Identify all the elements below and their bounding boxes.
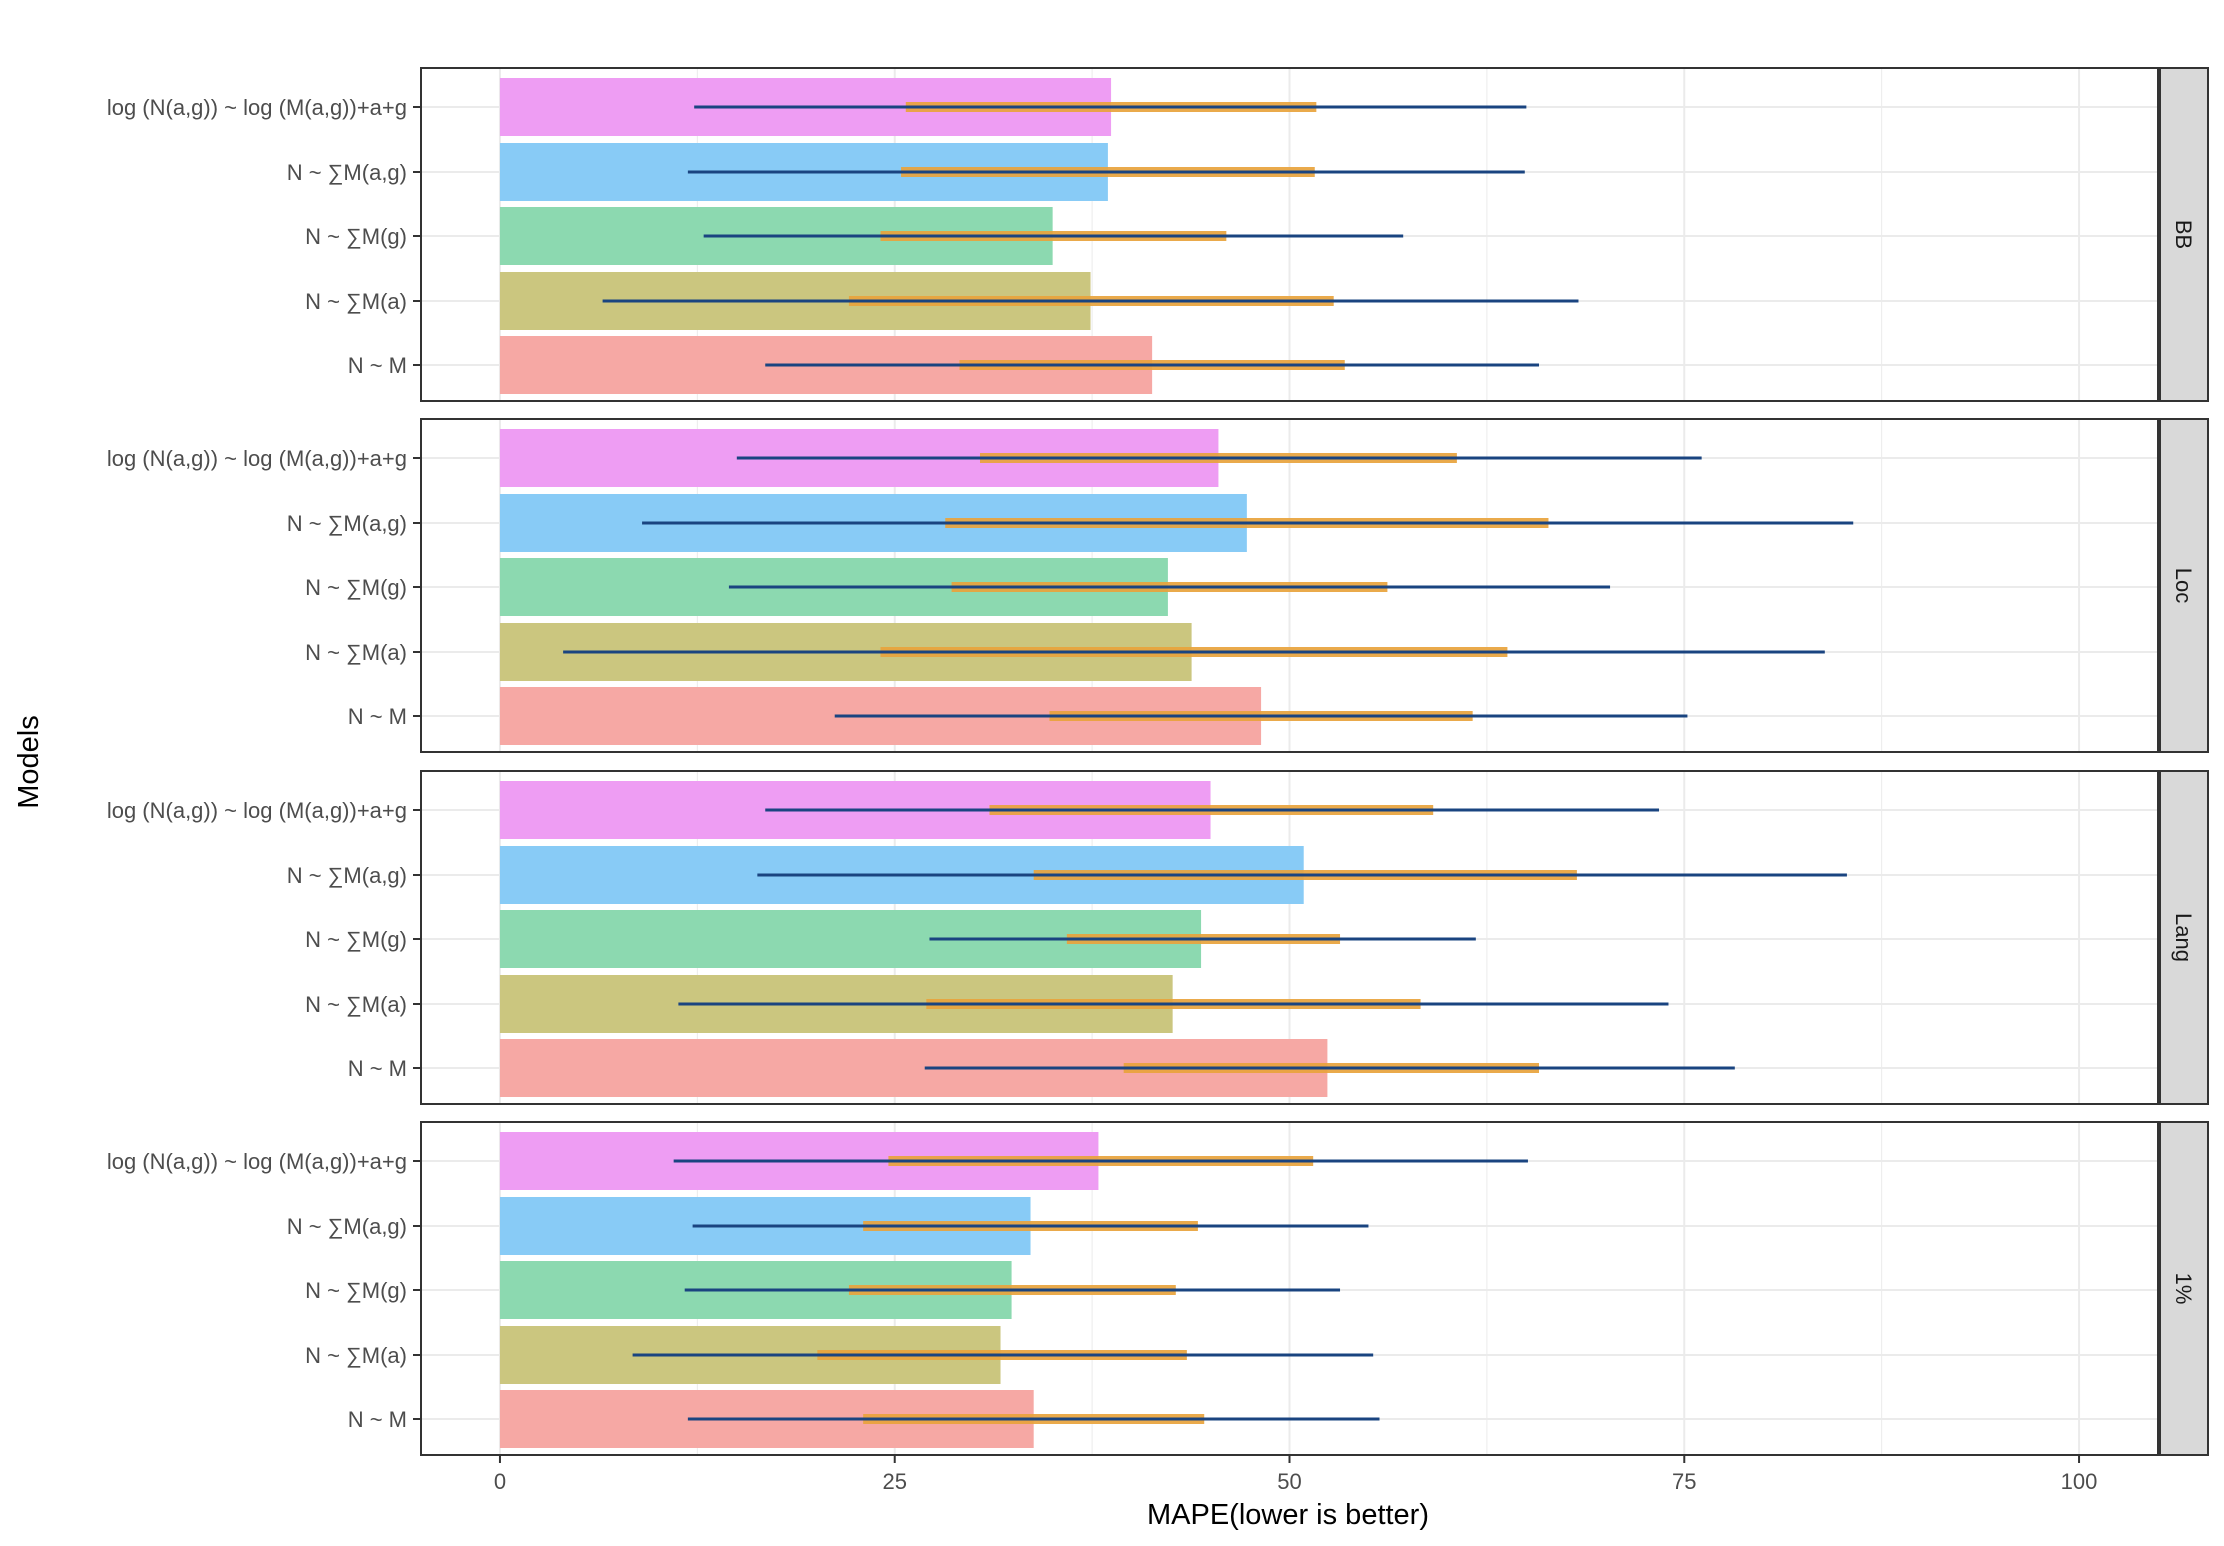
- thin-range-1-n-m-a: [632, 1353, 1374, 1357]
- thin-range-lang-n-m-a-g: [757, 873, 1847, 877]
- facet-strip-label: BB: [2171, 220, 2196, 249]
- y-tick-label: log (N(a,g)) ~ log (M(a,g))+a+g: [107, 798, 407, 823]
- thin-range-loc-n-m: [834, 714, 1688, 718]
- facet-strip: [2159, 418, 2209, 753]
- y-tick-label: N ~ ∑M(a,g): [287, 160, 407, 185]
- y-tick-label: N ~ ∑M(a): [305, 289, 407, 314]
- x-tick-label: 50: [1277, 1469, 1301, 1494]
- y-tick-label: N ~ ∑M(a,g): [287, 863, 407, 888]
- x-tick-label: 100: [2061, 1469, 2098, 1494]
- thin-range-bb-n-m-a: [602, 299, 1579, 303]
- y-tick-label: N ~ M: [348, 1056, 407, 1081]
- y-tick-label: N ~ ∑M(a,g): [287, 511, 407, 536]
- facet-strip: [2159, 1121, 2209, 1456]
- thin-range-lang-n-m-a: [678, 1002, 1669, 1006]
- panel-border: [420, 418, 2159, 753]
- thin-range-lang-log-n-a-g-log-m-a-g-a-g: [765, 808, 1660, 812]
- y-tick-label: N ~ ∑M(a,g): [287, 1214, 407, 1239]
- facet-strip-label: Lang: [2171, 913, 2196, 962]
- facet-strip: [2159, 770, 2209, 1105]
- thin-range-loc-n-m-a: [563, 650, 1825, 654]
- x-tick-label: 25: [882, 1469, 906, 1494]
- panel-border: [420, 67, 2159, 402]
- y-tick-label: log (N(a,g)) ~ log (M(a,g))+a+g: [107, 95, 407, 120]
- y-tick-label: log (N(a,g)) ~ log (M(a,g))+a+g: [107, 1149, 407, 1174]
- facet-strip: [2159, 67, 2209, 402]
- panels-layer: log (N(a,g)) ~ log (M(a,g))+a+g N ~ ∑M(a,…: [107, 67, 2209, 1456]
- facet-strip-label: 1%: [2171, 1273, 2196, 1305]
- thin-range-bb-n-m: [765, 363, 1539, 367]
- y-axis-title: Models: [13, 715, 45, 809]
- thin-range-1-n-m: [687, 1417, 1380, 1421]
- y-tick-label: N ~ M: [348, 353, 407, 378]
- x-axis: 0 25 50 75 100: [494, 1455, 2098, 1494]
- panel-border: [420, 770, 2159, 1105]
- panel-lang: log (N(a,g)) ~ log (M(a,g))+a+g N ~ ∑M(a,…: [107, 770, 2209, 1105]
- y-tick-label: N ~ ∑M(a): [305, 1343, 407, 1368]
- thin-range-loc-log-n-a-g-log-m-a-g-a-g: [736, 456, 1702, 460]
- thin-range-bb-n-m-a-g: [687, 170, 1525, 174]
- thin-range-loc-n-m-g: [728, 585, 1611, 589]
- y-tick-label: N ~ ∑M(a): [305, 640, 407, 665]
- facet-strip-label: Loc: [2171, 568, 2196, 603]
- y-tick-label: N ~ ∑M(g): [305, 224, 407, 249]
- x-tick-label: 75: [1672, 1469, 1696, 1494]
- panel-loc: log (N(a,g)) ~ log (M(a,g))+a+g N ~ ∑M(a,…: [107, 418, 2209, 753]
- y-tick-label: N ~ M: [348, 1407, 407, 1432]
- x-tick-label: 0: [494, 1469, 506, 1494]
- y-tick-label: N ~ M: [348, 704, 407, 729]
- thin-range-bb-log-n-a-g-log-m-a-g-a-g: [694, 105, 1527, 109]
- y-tick-label: N ~ ∑M(g): [305, 575, 407, 600]
- thin-range-lang-n-m: [924, 1066, 1735, 1070]
- y-tick-label: log (N(a,g)) ~ log (M(a,g))+a+g: [107, 446, 407, 471]
- y-tick-label: N ~ ∑M(a): [305, 992, 407, 1017]
- x-axis-title: MAPE(lower is better): [1147, 1499, 1429, 1531]
- thin-range-loc-n-m-a-g: [642, 521, 1854, 525]
- y-tick-label: N ~ ∑M(g): [305, 1278, 407, 1303]
- panel-1: log (N(a,g)) ~ log (M(a,g))+a+g N ~ ∑M(a,…: [107, 1121, 2209, 1456]
- thin-range-1-log-n-a-g-log-m-a-g-a-g: [673, 1159, 1528, 1163]
- thin-range-1-n-m-a-g: [692, 1224, 1369, 1228]
- thin-range-bb-n-m-g: [703, 234, 1404, 238]
- thin-range-1-n-m-g: [684, 1288, 1341, 1292]
- panel-bb: log (N(a,g)) ~ log (M(a,g))+a+g N ~ ∑M(a,…: [107, 67, 2209, 402]
- thin-range-lang-n-m-g: [929, 937, 1476, 941]
- y-tick-label: N ~ ∑M(g): [305, 927, 407, 952]
